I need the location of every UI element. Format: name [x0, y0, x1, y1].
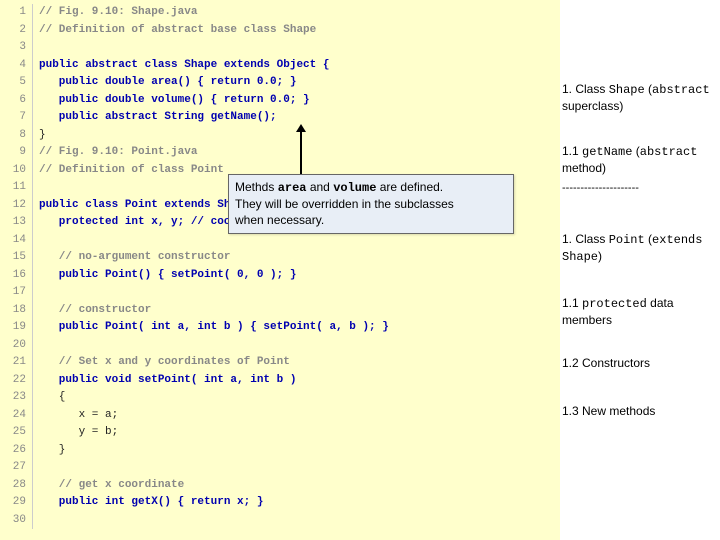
code-text: public Point() { setPoint( 0, 0 ); } — [33, 267, 296, 285]
code-text: public abstract String getName(); — [33, 109, 277, 127]
code-line: 27 — [0, 459, 560, 477]
code-text: // Fig. 9.10: Point.java — [33, 144, 197, 162]
line-number: 26 — [0, 442, 33, 460]
code-line: 7 public abstract String getName(); — [0, 109, 560, 127]
code-panel: 1// Fig. 9.10: Shape.java2// Definition … — [0, 0, 560, 540]
code-text: public Point( int a, int b ) { setPoint(… — [33, 319, 389, 337]
line-number: 2 — [0, 22, 33, 40]
code-text — [33, 39, 39, 57]
line-number: 7 — [0, 109, 33, 127]
line-number: 8 — [0, 127, 33, 145]
code-line: 29 public int getX() { return x; } — [0, 494, 560, 512]
code-text: } — [33, 442, 65, 460]
code-text — [33, 232, 39, 250]
line-number: 9 — [0, 144, 33, 162]
line-number: 19 — [0, 319, 33, 337]
callout-line: Methds area and volume are defined. — [235, 179, 507, 196]
callout-line: when necessary. — [235, 212, 507, 228]
code-text — [33, 337, 39, 355]
code-text: } — [33, 127, 46, 145]
code-line: 2// Definition of abstract base class Sh… — [0, 22, 560, 40]
code-text: // get x coordinate — [33, 477, 184, 495]
callout-arrow — [300, 130, 302, 174]
code-text — [33, 512, 39, 530]
code-line: 20 — [0, 337, 560, 355]
line-number: 20 — [0, 337, 33, 355]
code-line: 21 // Set x and y coordinates of Point — [0, 354, 560, 372]
code-line: 23 { — [0, 389, 560, 407]
side-note: 1. Class Point (extends Shape) — [562, 232, 714, 265]
line-number: 30 — [0, 512, 33, 530]
side-note: 1.1 protected data members — [562, 296, 714, 328]
code-line: 8} — [0, 127, 560, 145]
code-line: 17 — [0, 284, 560, 302]
code-text: { — [33, 389, 65, 407]
divider: --------------------- — [562, 182, 714, 194]
code-text: // constructor — [33, 302, 151, 320]
line-number: 5 — [0, 74, 33, 92]
code-line: 1// Fig. 9.10: Shape.java — [0, 4, 560, 22]
code-text: // Definition of class Point — [33, 162, 224, 180]
line-number: 25 — [0, 424, 33, 442]
code-line: 5 public double area() { return 0.0; } — [0, 74, 560, 92]
code-line: 19 public Point( int a, int b ) { setPoi… — [0, 319, 560, 337]
code-text: // no-argument constructor — [33, 249, 230, 267]
line-number: 4 — [0, 57, 33, 75]
side-note: 1. Class Shape (abstract superclass) — [562, 82, 714, 114]
code-line: 14 — [0, 232, 560, 250]
code-line: 9// Fig. 9.10: Point.java — [0, 144, 560, 162]
side-notes: 1. Class Shape (abstract superclass)1.1 … — [562, 0, 718, 8]
line-number: 17 — [0, 284, 33, 302]
line-number: 21 — [0, 354, 33, 372]
code-line: 26 } — [0, 442, 560, 460]
code-text: public void setPoint( int a, int b ) — [33, 372, 296, 390]
line-number: 10 — [0, 162, 33, 180]
code-text: y = b; — [33, 424, 118, 442]
code-text: public int getX() { return x; } — [33, 494, 263, 512]
code-line: 16 public Point() { setPoint( 0, 0 ); } — [0, 267, 560, 285]
code-text — [33, 179, 39, 197]
side-note: 1.2 Constructors — [562, 356, 714, 372]
line-number: 11 — [0, 179, 33, 197]
line-number: 14 — [0, 232, 33, 250]
line-number: 3 — [0, 39, 33, 57]
code-text: // Set x and y coordinates of Point — [33, 354, 290, 372]
code-line: 30 — [0, 512, 560, 530]
code-line: 28 // get x coordinate — [0, 477, 560, 495]
code-text — [33, 284, 39, 302]
code-text: // Definition of abstract base class Sha… — [33, 22, 316, 40]
code-line: 15 // no-argument constructor — [0, 249, 560, 267]
side-note: 1.3 New methods — [562, 404, 714, 420]
code-line: 4public abstract class Shape extends Obj… — [0, 57, 560, 75]
line-number: 6 — [0, 92, 33, 110]
line-number: 29 — [0, 494, 33, 512]
code-text: x = a; — [33, 407, 118, 425]
code-text: public double area() { return 0.0; } — [33, 74, 296, 92]
code-line: 18 // constructor — [0, 302, 560, 320]
line-number: 23 — [0, 389, 33, 407]
code-line: 24 x = a; — [0, 407, 560, 425]
code-text — [33, 459, 39, 477]
code-line: 6 public double volume() { return 0.0; } — [0, 92, 560, 110]
line-number: 15 — [0, 249, 33, 267]
code-line: 25 y = b; — [0, 424, 560, 442]
line-number: 18 — [0, 302, 33, 320]
callout-line: They will be overridden in the subclasse… — [235, 196, 507, 212]
line-number: 27 — [0, 459, 33, 477]
line-number: 12 — [0, 197, 33, 215]
code-line: 3 — [0, 39, 560, 57]
line-number: 24 — [0, 407, 33, 425]
code-line: 22 public void setPoint( int a, int b ) — [0, 372, 560, 390]
line-number: 13 — [0, 214, 33, 232]
side-note: 1.1 getName (abstract method) — [562, 144, 714, 176]
callout-box: Methds area and volume are defined.They … — [228, 174, 514, 234]
code-text: public double volume() { return 0.0; } — [33, 92, 310, 110]
line-number: 1 — [0, 4, 33, 22]
line-number: 16 — [0, 267, 33, 285]
code-text: // Fig. 9.10: Shape.java — [33, 4, 197, 22]
line-number: 28 — [0, 477, 33, 495]
line-number: 22 — [0, 372, 33, 390]
code-text: public abstract class Shape extends Obje… — [33, 57, 329, 75]
